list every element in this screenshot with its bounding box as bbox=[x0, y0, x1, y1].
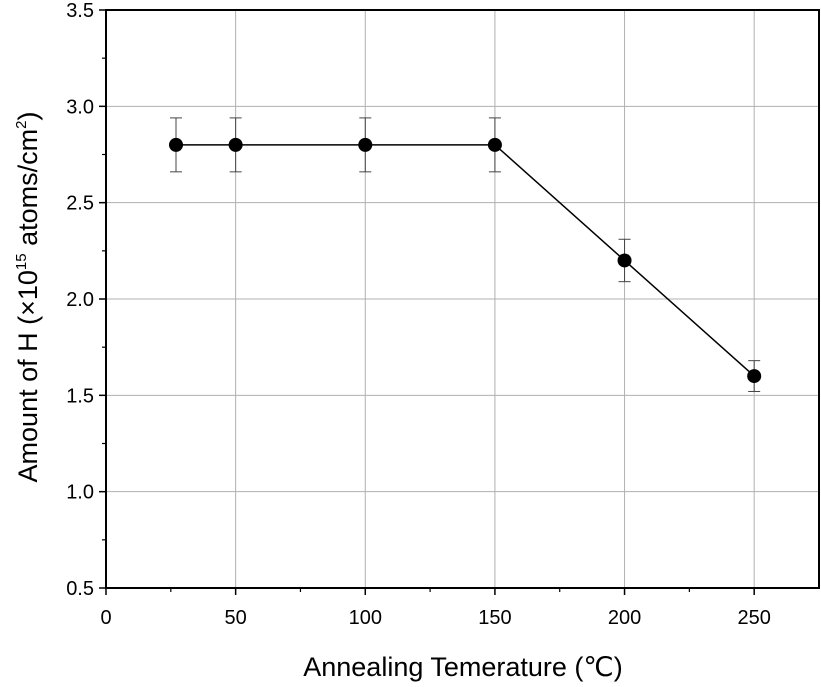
tick-labels: 0 50 100 150 200 250 0.5 1.0 1.5 2.0 2.5 3.0 3.5 bbox=[66, 0, 771, 629]
y-axis-title-suffix: ) bbox=[13, 112, 43, 121]
data-points bbox=[169, 137, 762, 384]
series-line-group bbox=[176, 144, 755, 377]
x-tick-label: 150 bbox=[478, 607, 511, 629]
data-point bbox=[617, 253, 632, 268]
y-tick-label: 1.5 bbox=[66, 385, 94, 407]
y-tick-label: 3.5 bbox=[66, 0, 94, 22]
data-point bbox=[487, 137, 502, 152]
grid bbox=[106, 10, 819, 588]
y-tick-label: 1.0 bbox=[66, 482, 94, 504]
y-axis-title-exponent: 15 bbox=[13, 253, 30, 270]
data-point bbox=[747, 369, 762, 384]
x-tick-label: 0 bbox=[100, 607, 111, 629]
error-bars bbox=[170, 117, 761, 392]
series-line bbox=[176, 144, 755, 377]
y-axis-title: Amount of H (×1015 atoms/cm2) bbox=[13, 112, 43, 483]
y-tick-label: 0.5 bbox=[66, 578, 94, 600]
y-tick-label: 2.0 bbox=[66, 289, 94, 311]
y-axis-title-middle: atoms/cm bbox=[13, 129, 43, 254]
x-tick-label: 50 bbox=[225, 607, 247, 629]
data-point bbox=[358, 137, 373, 152]
y-tick-label: 3.0 bbox=[66, 96, 94, 118]
x-tick-label: 250 bbox=[737, 607, 770, 629]
data-point bbox=[169, 137, 184, 152]
x-tick-label: 100 bbox=[349, 607, 382, 629]
data-point bbox=[228, 137, 243, 152]
y-tick-label: 2.5 bbox=[66, 193, 94, 215]
x-tick-label: 200 bbox=[608, 607, 641, 629]
x-axis-title: Annealing Temerature (℃) bbox=[303, 652, 622, 682]
axis-ticks bbox=[99, 9, 755, 595]
y-axis-title-prefix: Amount of H (×10 bbox=[13, 270, 43, 482]
y-axis-title-exponent2: 2 bbox=[13, 121, 30, 129]
